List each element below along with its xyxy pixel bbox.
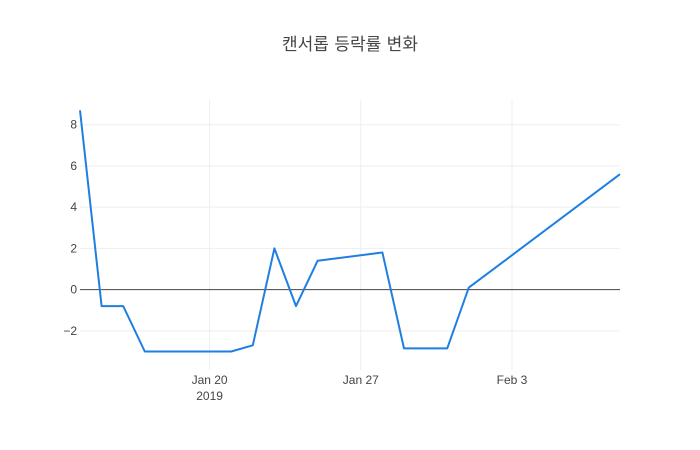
y-tick-label: −2 — [63, 324, 77, 338]
x-tick-label: Feb 3 — [497, 373, 528, 387]
y-tick-label: 2 — [70, 241, 77, 255]
axes: −2 0 2 4 6 8 Jan 20 2019 Jan 27 Feb 3 — [63, 118, 620, 403]
x-tick-year-label: 2019 — [196, 389, 223, 403]
series-line — [79, 110, 621, 353]
chart-title: 캔서롭 등락률 변화 — [282, 35, 418, 55]
y-tick-label: 0 — [70, 283, 77, 297]
y-tick-label: 6 — [70, 159, 77, 173]
y-tick-label: 8 — [70, 118, 77, 132]
x-tick-label: Jan 27 — [343, 373, 379, 387]
y-tick-label: 4 — [70, 200, 77, 214]
gridlines — [80, 100, 620, 370]
series-layer — [79, 110, 621, 353]
x-tick-label: Jan 20 — [192, 373, 228, 387]
